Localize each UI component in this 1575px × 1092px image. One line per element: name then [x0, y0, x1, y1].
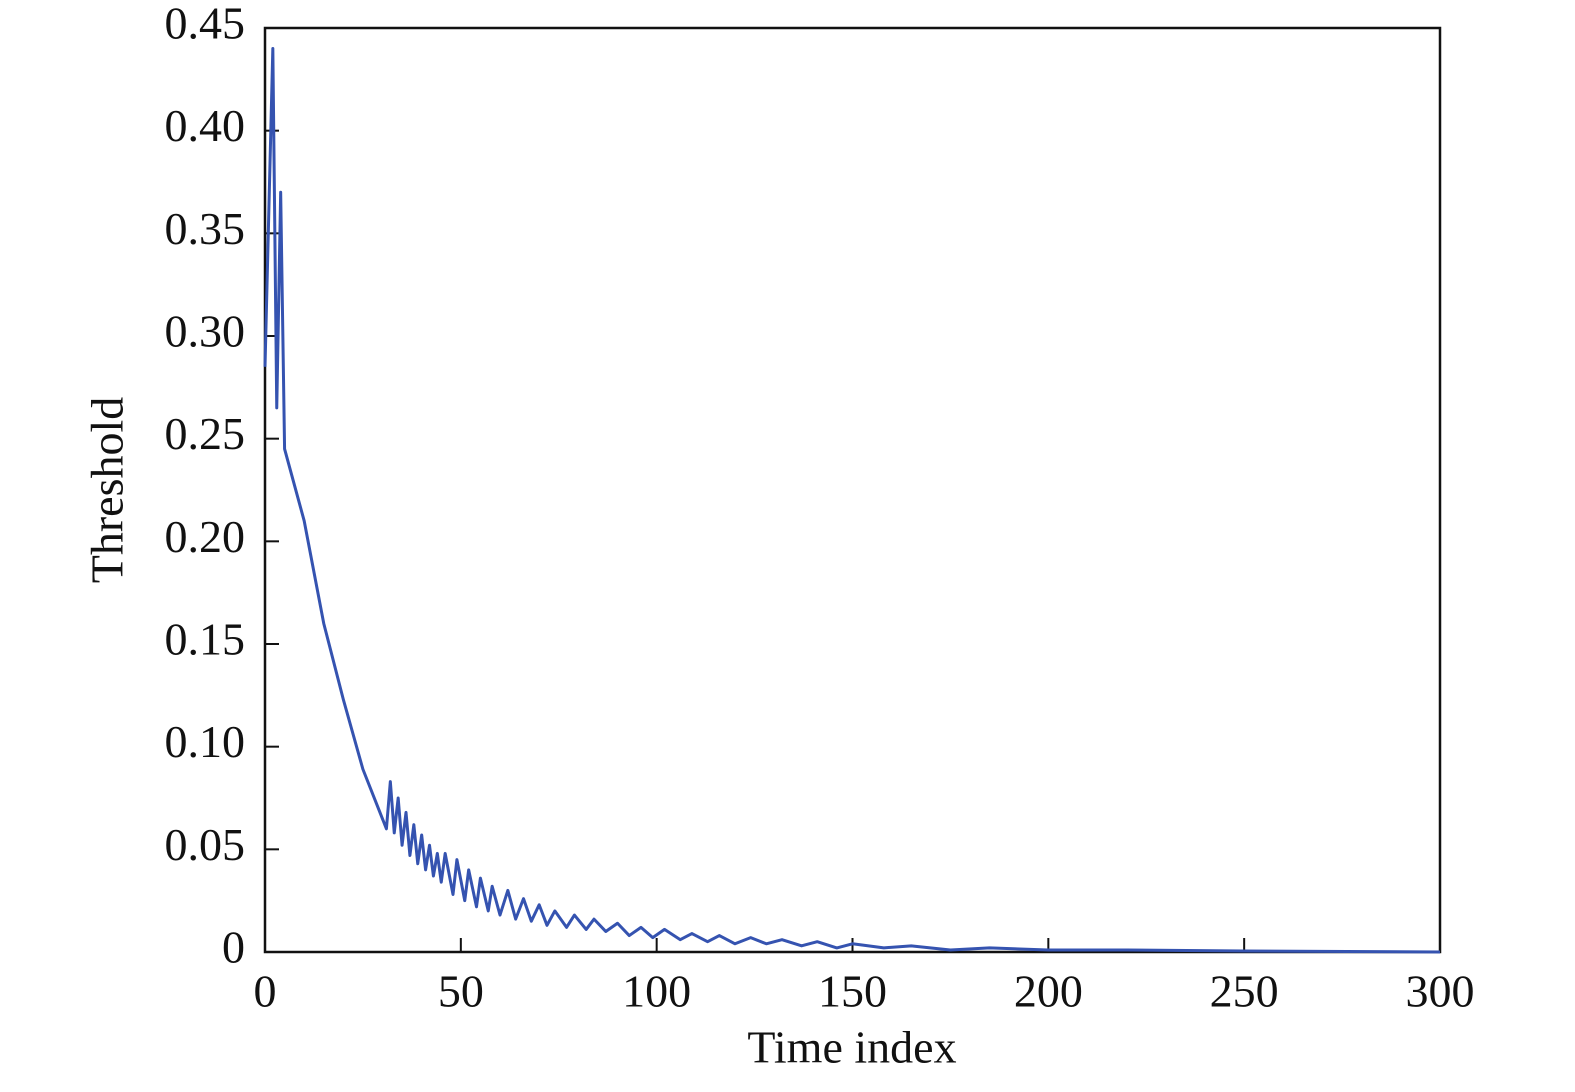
x-axis-label: Time index	[747, 1022, 956, 1073]
data-line	[263, 47, 1441, 954]
y-tick-label: 0.10	[165, 716, 246, 767]
y-tick-label: 0.20	[165, 511, 246, 562]
y-axis-label: Threshold	[82, 397, 133, 584]
y-tick-label: 0.45	[165, 0, 246, 49]
x-tick-label: 300	[1406, 966, 1475, 1017]
y-tick-label: 0.35	[165, 203, 246, 254]
y-tick-label: 0	[222, 922, 245, 973]
plot-frame	[263, 26, 1442, 954]
y-tick-label: 0.15	[165, 614, 246, 665]
y-tick-label: 0.40	[165, 100, 246, 151]
x-tick-label: 0	[254, 966, 277, 1017]
y-tick-label: 0.25	[165, 408, 246, 459]
x-tick-label: 50	[438, 966, 484, 1017]
y-tick-label: 0.30	[165, 306, 246, 357]
y-tick-label: 0.05	[165, 819, 246, 870]
x-tick-label: 200	[1014, 966, 1083, 1017]
x-tick-label: 100	[622, 966, 691, 1017]
x-tick-label: 150	[818, 966, 887, 1017]
x-tick-label: 250	[1210, 966, 1279, 1017]
